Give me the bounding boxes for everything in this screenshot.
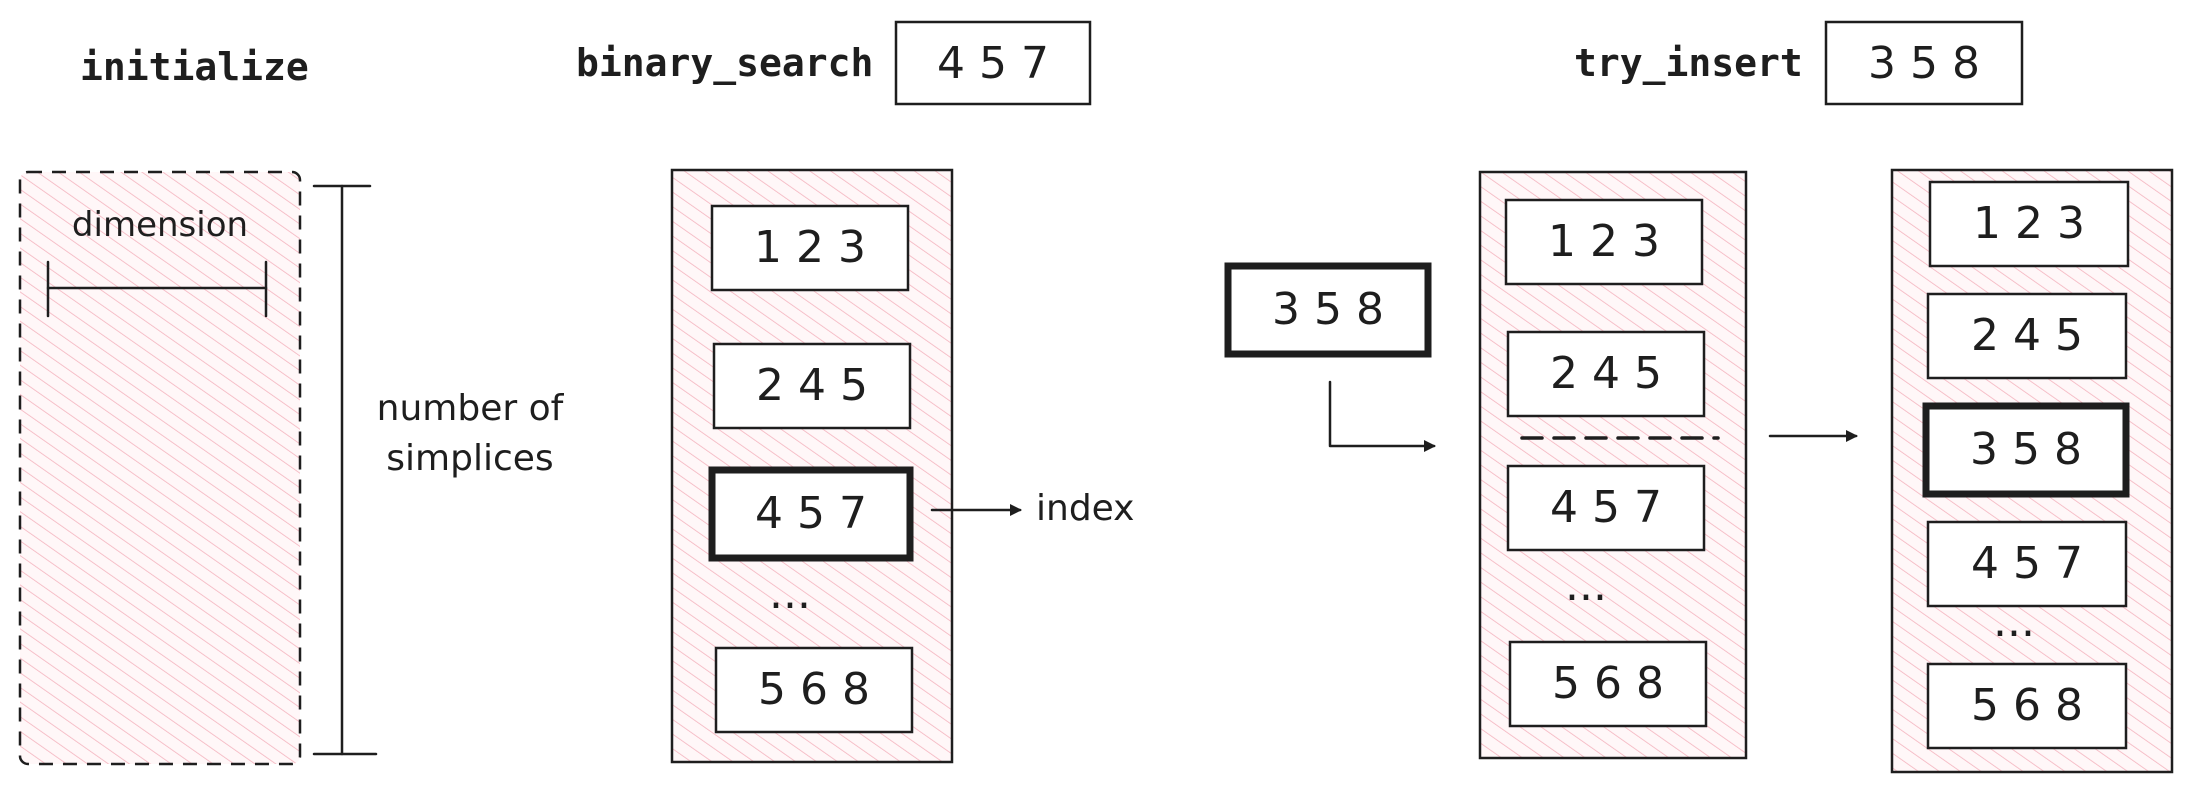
array-cell xyxy=(1928,180,2130,268)
dimension-measure-line xyxy=(46,260,268,318)
array-cell-text: 1 2 3 xyxy=(1548,216,1660,267)
binary-search-panel: 1 2 3 2 4 5 4 5 7 ... 5 6 8 index xyxy=(670,168,1135,764)
array-cell-text: 4 5 7 xyxy=(1971,538,2083,589)
try-insert-before-panel: 1 2 3 2 4 5 4 5 7 ... 5 6 8 xyxy=(1478,170,1748,760)
array-cell-text: 5 6 8 xyxy=(1552,658,1664,709)
initialize-empty-array xyxy=(18,170,302,766)
simplices-measure-line xyxy=(312,184,378,756)
try-insert-query-box: 3 5 8 xyxy=(1824,20,2024,106)
heading-try-insert: try_insert xyxy=(1574,41,1803,85)
heading-initialize: initialize xyxy=(80,45,309,89)
array-cell xyxy=(710,204,910,292)
array-cell-text: 1 2 3 xyxy=(1973,198,2085,249)
try-insert-query: 3 5 8 xyxy=(1868,38,1980,89)
insert-item-box: 3 5 8 xyxy=(1224,262,1432,358)
array-cell xyxy=(1504,198,1704,286)
array-cell xyxy=(1926,662,2128,750)
array-cell xyxy=(714,646,914,734)
array-cell-text: 2 4 5 xyxy=(1550,348,1662,399)
array-cell xyxy=(1926,292,2128,380)
array-cell-text: 5 6 8 xyxy=(1971,680,2083,731)
array-cell xyxy=(1506,330,1706,418)
array-cell xyxy=(1506,464,1706,552)
array-cell-text: 3 5 8 xyxy=(1970,424,2082,475)
simplices-label-line1: number of xyxy=(377,388,565,429)
array-cell-text: 4 5 7 xyxy=(1550,482,1662,533)
try-insert-after-panel: 1 2 3 2 4 5 3 5 8 4 5 7 ... 5 6 8 xyxy=(1890,168,2174,774)
array-ellipsis: ... xyxy=(1565,560,1607,611)
array-cell xyxy=(1508,640,1708,728)
initialize-panel: dimension number of simplices xyxy=(18,170,565,766)
array-ellipsis: ... xyxy=(769,568,811,619)
insert-arrow xyxy=(1328,380,1436,452)
heading-binary-search: binary_search xyxy=(576,41,873,85)
binary-search-query-box: 4 5 7 xyxy=(894,20,1092,106)
array-cell-text: 5 6 8 xyxy=(758,664,870,715)
simplices-label-line2: simplices xyxy=(386,438,553,479)
binary-search-query: 4 5 7 xyxy=(937,38,1049,89)
array-cell xyxy=(712,342,912,430)
array-cell-text: 1 2 3 xyxy=(754,222,866,273)
insert-item-text: 3 5 8 xyxy=(1272,284,1384,335)
array-cell-text: 2 4 5 xyxy=(1971,310,2083,361)
array-ellipsis: ... xyxy=(1993,596,2035,647)
dimension-label: dimension xyxy=(72,205,248,245)
index-label: index xyxy=(1036,488,1135,529)
array-cell-text: 2 4 5 xyxy=(756,360,868,411)
array-cell-highlighted xyxy=(1922,402,2130,498)
array-cell-text: 4 5 7 xyxy=(755,488,867,539)
array-cell xyxy=(1926,520,2128,608)
array-cell-highlighted xyxy=(708,466,914,562)
